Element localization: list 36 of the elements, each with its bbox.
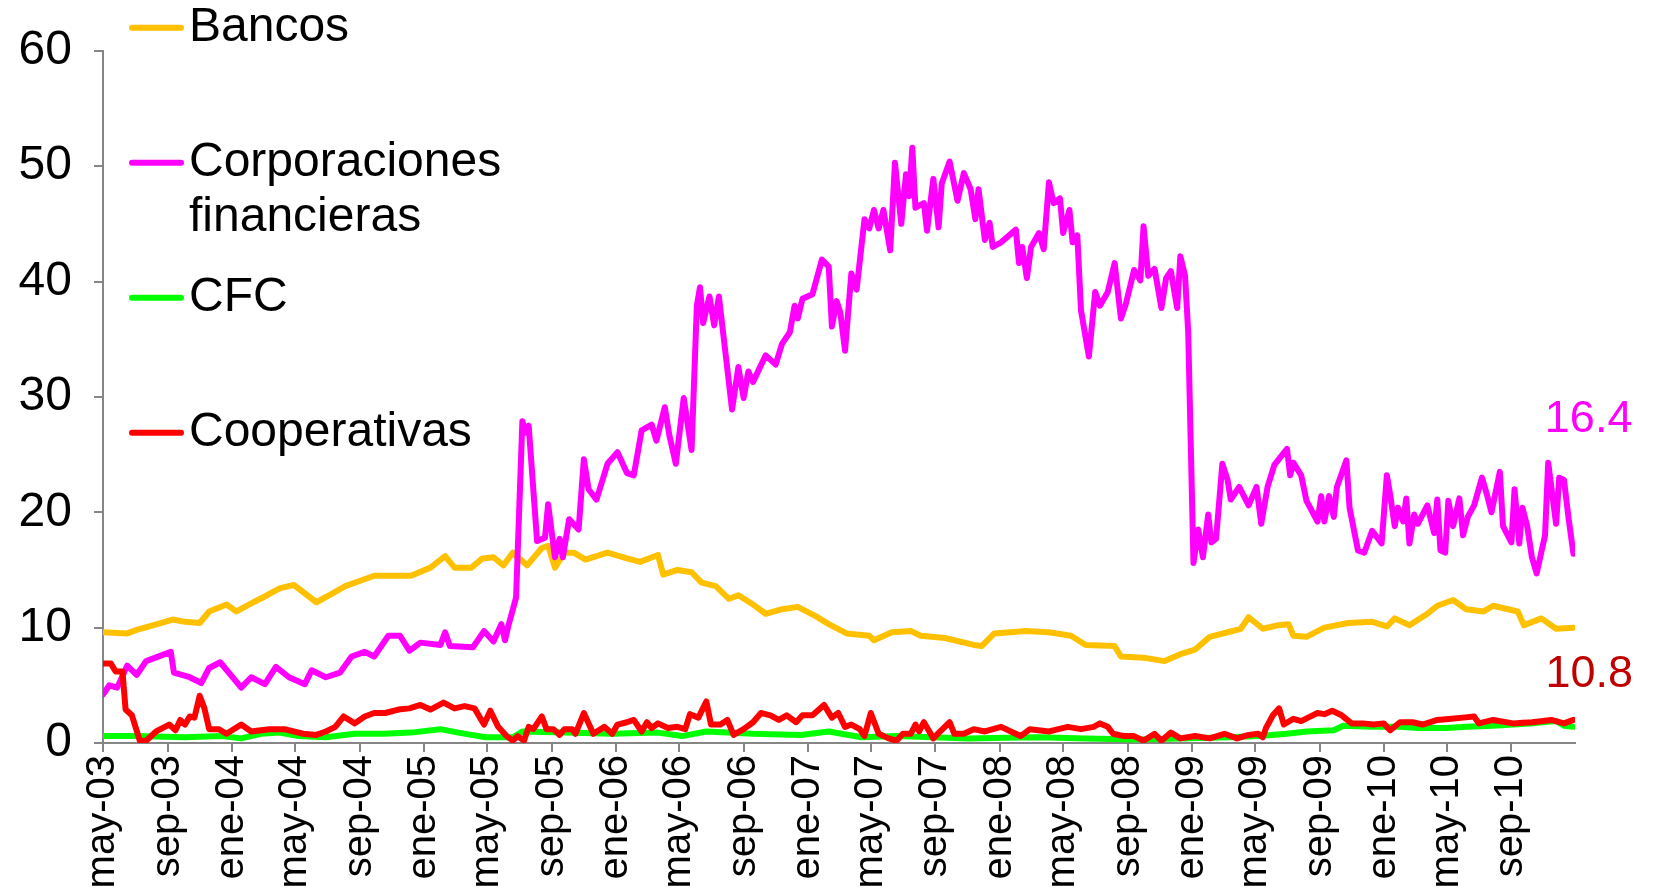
x-tick-label: may-10: [1421, 755, 1466, 889]
x-tick-label: ene-10: [1358, 755, 1403, 880]
x-tick-label: ene-05: [399, 755, 444, 880]
x-tick-label: ene-09: [1166, 755, 1211, 880]
x-tick-label: sep-09: [1294, 755, 1339, 878]
legend-label: Cooperativas: [189, 403, 472, 457]
x-tick-label: sep-05: [526, 755, 571, 878]
x-tick-label: ene-08: [974, 755, 1019, 880]
y-tick-label: 0: [45, 713, 72, 767]
x-tick-label: may-08: [1038, 755, 1083, 889]
y-tick-label: 50: [18, 136, 72, 190]
legend-label: Corporaciones financieras: [189, 133, 502, 242]
legend-label: CFC: [189, 268, 288, 322]
y-tick-label: 60: [18, 21, 72, 75]
x-tick-label: sep-04: [335, 755, 380, 878]
x-tick-label: ene-06: [590, 755, 635, 880]
x-tick-label: ene-07: [782, 755, 827, 880]
y-tick-label: 30: [18, 367, 72, 421]
y-tick-label: 40: [18, 251, 72, 305]
annotation: 10.8: [1545, 646, 1633, 698]
x-tick-label: ene-04: [206, 755, 251, 880]
x-tick-label: may-06: [654, 755, 699, 889]
legend-label: Bancos: [189, 0, 350, 52]
x-tick-label: may-03: [78, 755, 123, 889]
x-tick-label: may-07: [845, 755, 890, 889]
x-tick-label: sep-06: [718, 755, 763, 878]
x-tick-label: sep-07: [910, 755, 955, 878]
y-tick-label: 10: [18, 597, 72, 651]
x-tick-label: may-05: [462, 755, 507, 889]
x-tick-label: sep-10: [1486, 755, 1531, 878]
x-tick-label: sep-08: [1102, 755, 1147, 878]
x-tick-label: may-09: [1229, 755, 1274, 889]
x-tick-label: sep-03: [142, 755, 187, 878]
annotation: 16.4: [1544, 391, 1633, 443]
x-tick-label: may-04: [270, 755, 315, 889]
y-tick-label: 20: [18, 482, 72, 536]
